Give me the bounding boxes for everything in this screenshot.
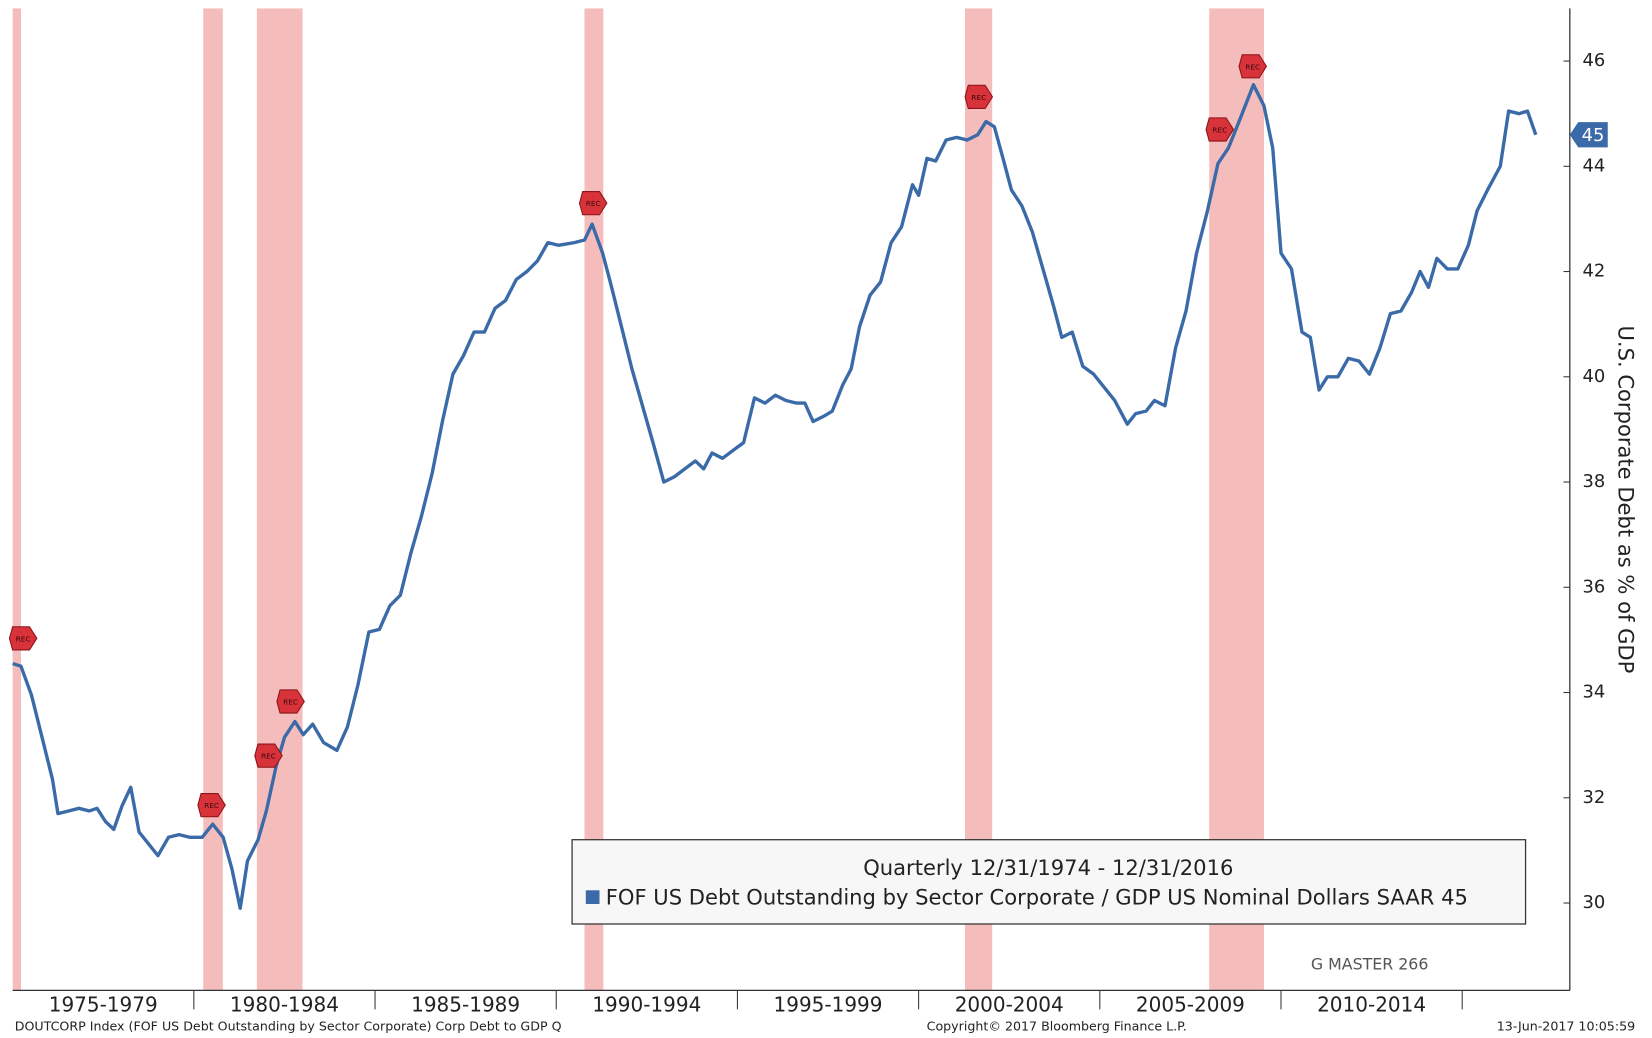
x-period-label: 2005-2009 (1136, 993, 1245, 1017)
legend-swatch (585, 890, 600, 904)
recession-band (256, 8, 303, 991)
footer-center: Copyright© 2017 Bloomberg Finance L.P. (927, 1019, 1187, 1034)
x-period-label: 2000-2004 (955, 993, 1064, 1017)
recession-marker-label: REC (586, 199, 601, 208)
last-value-label: 45 (1582, 125, 1605, 146)
recession-marker-label: REC (283, 698, 298, 707)
recession-marker (8, 626, 38, 651)
recession-marker-label: REC (1212, 126, 1227, 135)
footer-right: 13-Jun-2017 10:05:59 (1497, 1019, 1635, 1034)
y-tick-label: 36 (1582, 576, 1605, 597)
legend: Quarterly 12/31/1974 - 12/31/2016 FOF US … (571, 839, 1527, 925)
x-period-label: 1995-1999 (774, 993, 883, 1017)
recession-marker-label: REC (204, 801, 219, 810)
y-tick-label: 42 (1582, 261, 1605, 282)
x-period-label: 1975-1979 (49, 993, 158, 1017)
recession-marker-label: REC (971, 93, 986, 102)
y-tick-label: 32 (1582, 787, 1605, 808)
x-period-label: 2010-2014 (1317, 993, 1426, 1017)
recession-band (12, 8, 21, 991)
plot: 30 32 34 36 38 40 42 44 46 1975-1979 1980-1984 1985… (8, 8, 1608, 1017)
recession-band (203, 8, 223, 991)
line (12, 83, 1538, 910)
recession-marker (197, 793, 226, 818)
y-tick-label: 38 (1582, 471, 1605, 492)
recession-marker (276, 689, 305, 714)
recession-marker-label: REC (261, 752, 276, 761)
legend-entry: FOF US Debt Outstanding by Sector Corpor… (606, 885, 1468, 910)
recession-marker-label: REC (1245, 62, 1260, 71)
x-period-label: 1990-1994 (592, 993, 701, 1017)
y-tick-label: 44 (1582, 155, 1605, 176)
x-period-label: 1985-1989 (411, 993, 520, 1017)
y-tick-label: 46 (1582, 50, 1605, 71)
y-tick-label: 34 (1582, 682, 1605, 703)
watermark: G MASTER 266 (1311, 955, 1429, 974)
recession-marker (1205, 117, 1235, 142)
recession-band (964, 8, 993, 991)
y-tick-label: 30 (1582, 892, 1605, 913)
recession-marker (254, 743, 283, 768)
recession-marker (1238, 54, 1268, 79)
last-value-tag (1569, 122, 1608, 148)
x-period-label: 1980-1984 (230, 993, 339, 1017)
recession-band (1209, 8, 1264, 991)
y-axis-label: U.S. Corporate Debt as % of GDP (1614, 325, 1639, 673)
legend-box (571, 839, 1527, 925)
y-tick-label: 40 (1582, 366, 1605, 387)
recession-band (584, 8, 604, 991)
legend-title: Quarterly 12/31/1974 - 12/31/2016 (863, 855, 1233, 880)
recession-marker (578, 191, 608, 216)
footer-left: DOUTCORP Index (FOF US Debt Outstanding … (15, 1019, 562, 1034)
recession-marker (964, 84, 994, 109)
recession-marker-label: REC (16, 634, 31, 643)
